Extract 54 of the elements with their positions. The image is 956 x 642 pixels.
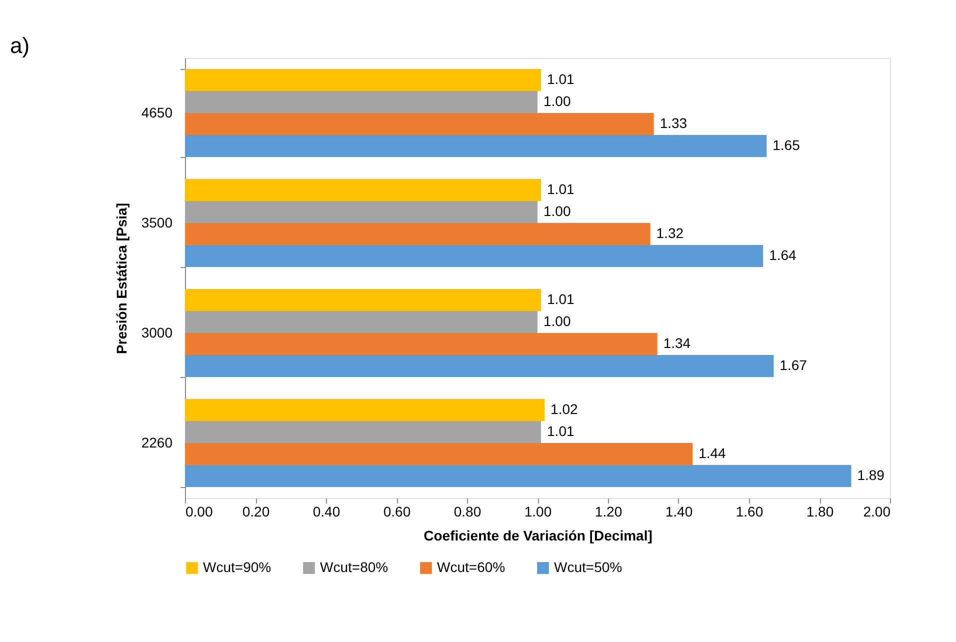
legend-label: Wcut=50% <box>554 559 622 575</box>
x-tick-label: 0.80 <box>454 504 482 520</box>
x-tick-label: 1.80 <box>806 504 834 520</box>
bar <box>185 245 764 267</box>
bar <box>185 311 538 333</box>
data-label: 1.67 <box>780 357 808 373</box>
y-tick-label: 3500 <box>141 214 173 230</box>
bar <box>185 443 693 465</box>
data-label: 1.64 <box>769 247 797 263</box>
bar <box>185 289 542 311</box>
data-label: 1.01 <box>547 423 574 439</box>
data-label: 1.32 <box>656 225 684 241</box>
legend-label: Wcut=60% <box>437 559 506 575</box>
data-label: 1.33 <box>660 115 688 131</box>
bar <box>185 333 658 355</box>
bar <box>185 179 542 201</box>
data-label: 1.02 <box>550 401 578 417</box>
data-label: 1.00 <box>544 203 571 219</box>
data-label: 1.01 <box>547 71 574 87</box>
bar <box>185 69 542 91</box>
bar <box>185 201 538 223</box>
bar <box>185 421 542 443</box>
legend-label: Wcut=80% <box>320 559 388 575</box>
data-label: 1.34 <box>663 335 691 351</box>
data-label: 1.44 <box>698 445 726 461</box>
y-tick-label: 2260 <box>141 434 173 450</box>
y-tick-label: 4650 <box>141 104 173 120</box>
x-tick-label: 0.60 <box>383 504 411 520</box>
x-axis-title: Coeficiente de Variación [Decimal] <box>424 528 652 544</box>
y-tick-label: 3000 <box>141 324 173 340</box>
bar <box>185 223 650 245</box>
data-label: 1.01 <box>547 181 574 197</box>
x-tick-label: 1.20 <box>594 504 622 520</box>
x-tick-label: 0.40 <box>312 504 340 520</box>
x-tick-label: 0.20 <box>242 504 270 520</box>
x-tick-label: 0.00 <box>186 504 213 520</box>
data-label: 1.01 <box>547 291 574 307</box>
y-axis-title: Presión Estática [Psia] <box>113 203 130 354</box>
bar <box>185 399 545 421</box>
bar <box>185 355 774 377</box>
text: a) <box>10 33 30 58</box>
data-label: 1.00 <box>544 313 571 329</box>
legend-label: Wcut=90% <box>203 559 272 575</box>
x-tick-label: 1.40 <box>665 504 693 520</box>
bar <box>185 135 767 157</box>
data-label: 1.65 <box>772 137 800 153</box>
data-label: 1.00 <box>544 93 571 109</box>
x-tick-label: 1.00 <box>524 504 552 520</box>
data-label: 1.89 <box>857 467 885 483</box>
x-tick-label: 1.60 <box>736 504 764 520</box>
bar <box>185 465 852 487</box>
bar <box>185 91 538 113</box>
bar <box>185 113 654 135</box>
x-tick-label: 2.00 <box>863 504 891 520</box>
